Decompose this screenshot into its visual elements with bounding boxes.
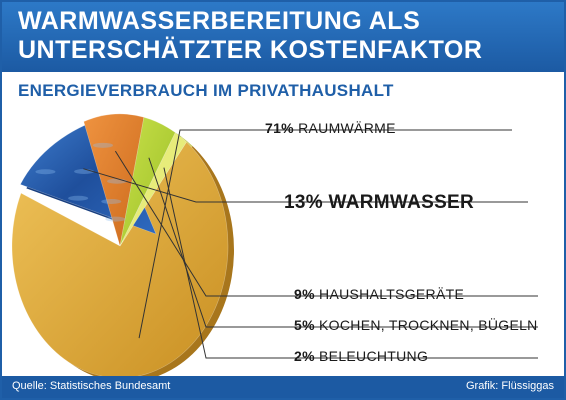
label-haushaltsgeraete-name: HAUSHALTSGERÄTE xyxy=(319,286,465,302)
label-haushaltsgeraete: 9% HAUSHALTSGERÄTE xyxy=(294,286,464,302)
water-ripple xyxy=(68,195,89,201)
pie-chart xyxy=(11,113,538,376)
label-raumwaerme: 71% RAUMWÄRME xyxy=(265,120,396,136)
slice-beleuchtung-leader-line xyxy=(163,167,538,359)
credit-text: Grafik: Flüssiggas xyxy=(465,380,554,392)
chart-subtitle: ENERGIEVERBRAUCH IM PRIVATHAUSHALT xyxy=(18,81,394,100)
slice-haushaltsgeraete xyxy=(83,113,145,247)
label-kochen-value: 5% xyxy=(294,317,315,333)
water-ripple xyxy=(107,178,128,184)
slice-raumwaerme-leader-line xyxy=(138,129,512,339)
label-beleuchtung: 2% BELEUCHTUNG xyxy=(294,348,428,364)
label-warmwasser: 13% WARMWASSER xyxy=(284,192,474,214)
water-ripple xyxy=(35,169,56,175)
title-banner: WARMWASSERBEREITUNG ALS UNTERSCHÄTZTER K… xyxy=(2,2,564,72)
slice-haushaltsgeraete-leader-line xyxy=(114,150,538,297)
label-beleuchtung-name: BELEUCHTUNG xyxy=(319,348,429,364)
water-ripple xyxy=(101,199,122,205)
slice-raumwaerme xyxy=(11,141,229,376)
label-kochen: 5% KOCHEN, TROCKNEN, BÜGELN xyxy=(294,317,538,333)
title-line-2: UNTERSCHÄTZTER KOSTENFAKTOR xyxy=(18,36,483,64)
title-line-1: WARMWASSERBEREITUNG ALS xyxy=(18,7,421,35)
label-warmwasser-value: 13% xyxy=(284,192,323,213)
water-ripple xyxy=(105,216,126,222)
label-raumwaerme-name: RAUMWÄRME xyxy=(298,120,396,136)
source-text: Quelle: Statistisches Bundesamt xyxy=(12,380,171,392)
slice-kochen-leader-line xyxy=(148,157,538,328)
footer-bar: Quelle: Statistisches Bundesamt Grafik: … xyxy=(2,376,564,398)
label-haushaltsgeraete-value: 9% xyxy=(294,286,315,302)
slice-kochen xyxy=(119,116,176,247)
water-ripple xyxy=(92,142,113,148)
label-warmwasser-name: WARMWASSER xyxy=(328,192,475,213)
label-kochen-name: KOCHEN, TROCKNEN, BÜGELN xyxy=(319,317,538,333)
label-raumwaerme-value: 71% xyxy=(265,120,294,136)
slice-warmwasser-leader-line xyxy=(83,168,528,203)
label-beleuchtung-value: 2% xyxy=(294,348,315,364)
